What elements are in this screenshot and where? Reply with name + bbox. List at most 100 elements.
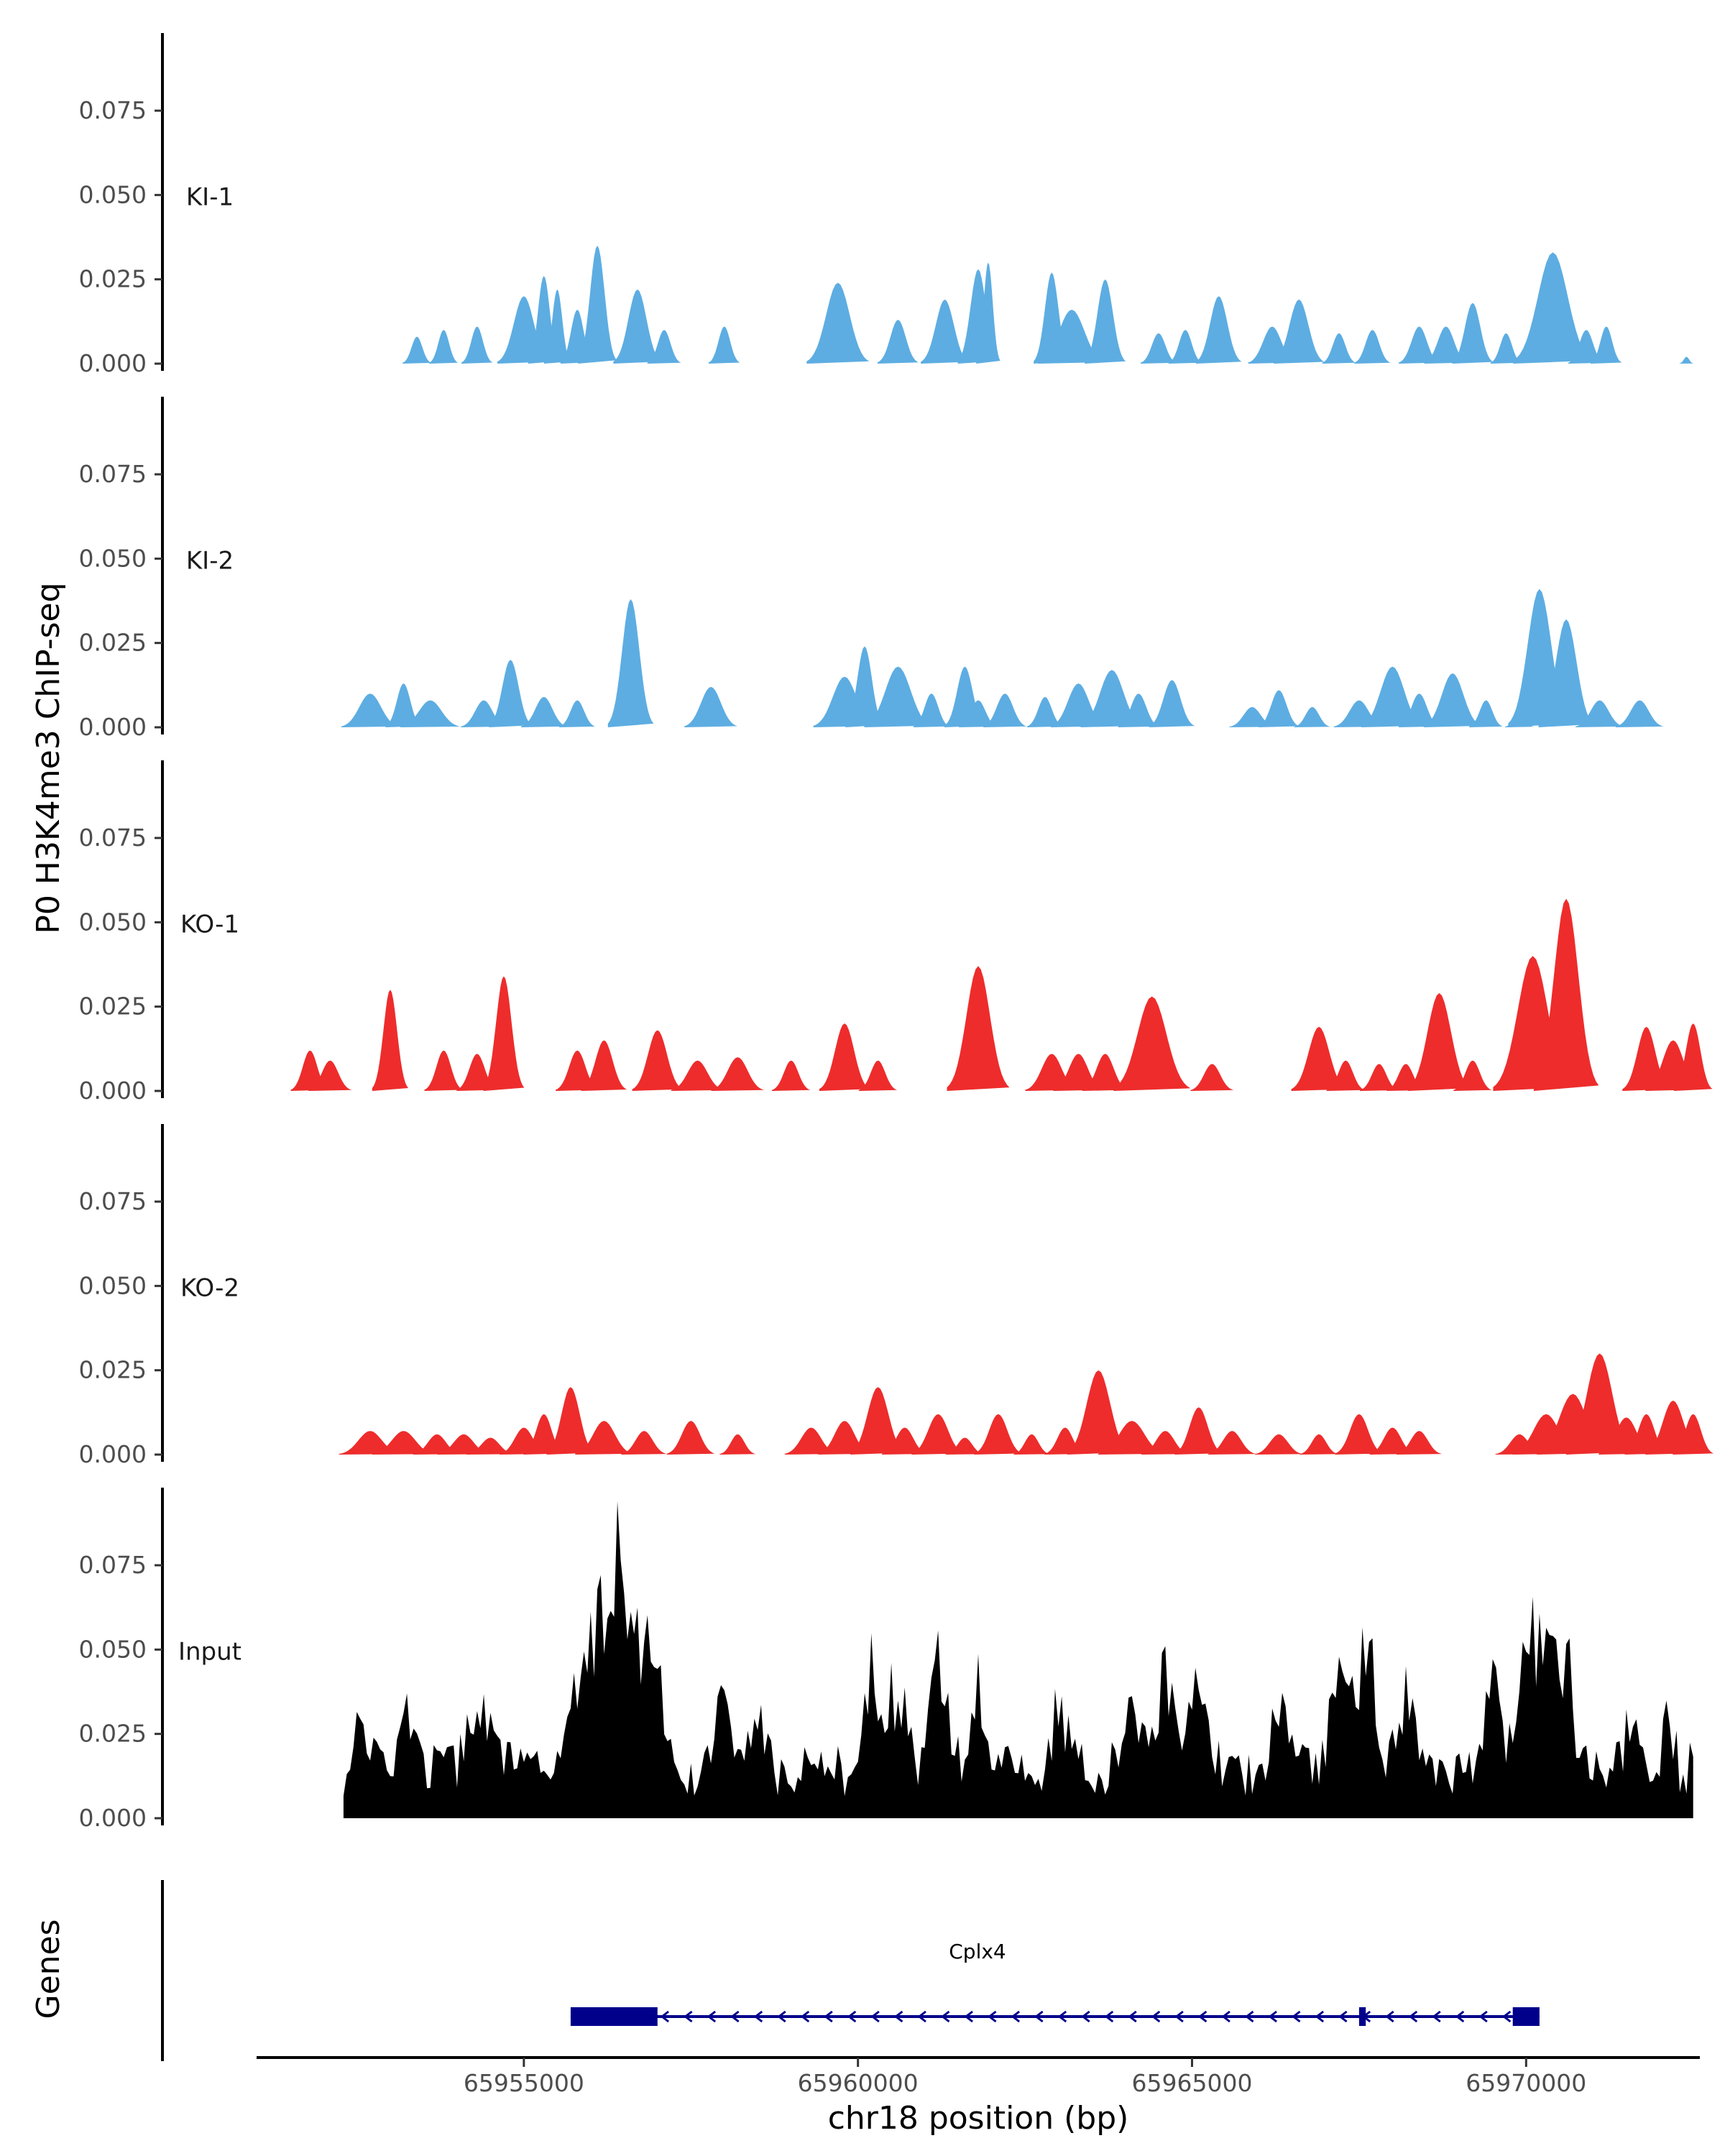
peak-ko-2 bbox=[1098, 1421, 1166, 1455]
peak-ki-1 bbox=[709, 326, 740, 364]
peak-ki-1 bbox=[1490, 333, 1522, 364]
peak-ko-2 bbox=[575, 1421, 633, 1455]
y-tick-label-ko-2: 0.025 bbox=[79, 1356, 147, 1384]
strand-arrow bbox=[964, 2010, 973, 2023]
y-tick-label-ki-1: 0.025 bbox=[79, 265, 147, 293]
x-tick-label: 65955000 bbox=[464, 2069, 584, 2097]
peak-ki-2 bbox=[1258, 690, 1300, 727]
x-tick-label: 65960000 bbox=[798, 2069, 919, 2097]
peak-ki-1 bbox=[1399, 326, 1440, 364]
peak-ki-1 bbox=[1513, 252, 1593, 364]
peak-ki-2 bbox=[1361, 666, 1424, 727]
strand-arrow bbox=[1268, 2010, 1277, 2023]
peak-ko-1 bbox=[1453, 1060, 1492, 1091]
peak-ko-1 bbox=[308, 1060, 352, 1091]
track-label-ki-1: KI-1 bbox=[186, 183, 234, 211]
gene-exon bbox=[570, 2007, 658, 2026]
peak-ki-1 bbox=[1274, 299, 1325, 364]
strand-arrow bbox=[1174, 2010, 1184, 2023]
peak-ki-1 bbox=[461, 326, 493, 364]
track-ko-2: 0.000 0.025 0.050 0.075 KO-2 bbox=[79, 1124, 1714, 1468]
peak-ko-2 bbox=[1208, 1431, 1256, 1455]
track-ko-1: 0.000 0.025 0.050 0.075 KO-1 bbox=[79, 760, 1713, 1105]
peak-ki-2 bbox=[1294, 706, 1330, 727]
peak-ko-1 bbox=[947, 966, 1010, 1091]
peak-ko-1 bbox=[1291, 1026, 1347, 1091]
peak-ki-2 bbox=[913, 694, 949, 727]
y-tick-label-ki-2: 0.075 bbox=[79, 460, 147, 488]
strand-arrow bbox=[1245, 2010, 1254, 2023]
strand-arrow bbox=[1478, 2010, 1488, 2023]
gene-exon bbox=[1358, 2007, 1366, 2026]
peak-ki-2 bbox=[489, 660, 533, 727]
peak-ko-1 bbox=[771, 1060, 811, 1091]
strand-arrow bbox=[1104, 2010, 1114, 2023]
strand-arrow bbox=[800, 2010, 810, 2023]
peak-ko-1 bbox=[819, 1023, 870, 1091]
peak-ki-2 bbox=[1026, 696, 1064, 727]
peak-ki-2 bbox=[559, 700, 596, 727]
strand-arrow bbox=[730, 2010, 740, 2023]
strand-arrow bbox=[1034, 2010, 1044, 2023]
y-tick-label-ko-1: 0.075 bbox=[79, 824, 147, 852]
peak-ko-1 bbox=[1673, 1023, 1713, 1091]
peak-ko-1 bbox=[424, 1050, 464, 1091]
peak-ki-1 bbox=[1354, 330, 1391, 364]
peak-ki-2 bbox=[1423, 673, 1482, 727]
peak-ki-2 bbox=[864, 666, 932, 727]
peak-ki-1 bbox=[878, 320, 919, 364]
y-tick-label-input: 0.050 bbox=[79, 1635, 147, 1663]
peak-ko-1 bbox=[1113, 996, 1191, 1091]
peak-ko-1 bbox=[632, 1030, 683, 1091]
peak-ki-1 bbox=[1568, 330, 1605, 364]
strand-arrow bbox=[753, 2010, 763, 2023]
peak-ko-1 bbox=[1360, 1064, 1399, 1091]
peak-ko-2 bbox=[1673, 1414, 1714, 1455]
strand-arrow bbox=[1128, 2010, 1137, 2023]
x-tick-label: 65970000 bbox=[1466, 2069, 1586, 2097]
peak-ki-1 bbox=[1038, 309, 1105, 364]
gene-exon bbox=[1512, 2007, 1540, 2026]
strand-arrow bbox=[1197, 2010, 1208, 2023]
strand-arrow bbox=[847, 2010, 857, 2023]
y-tick-label-input: 0.000 bbox=[79, 1804, 147, 1832]
peak-ki-1 bbox=[1322, 333, 1356, 364]
peak-ko-2 bbox=[1565, 1353, 1634, 1455]
strand-arrow bbox=[1221, 2010, 1230, 2023]
peak-ko-2 bbox=[1141, 1431, 1190, 1455]
y-tick-label-ki-2: 0.025 bbox=[79, 629, 147, 657]
peak-ko-2 bbox=[974, 1414, 1023, 1455]
track-panels: 0.0000.0250.0500.075KI-10.0000.0250.0500… bbox=[79, 33, 1714, 1832]
y-tick-label-ko-2: 0.075 bbox=[79, 1187, 147, 1215]
gene-panel: Cplx4 bbox=[161, 1880, 1540, 2061]
peak-ko-2 bbox=[1335, 1414, 1384, 1455]
peak-ki-2 bbox=[1229, 706, 1275, 727]
x-axis: 65955000 65960000 65965000 65970000 chr18 p… bbox=[257, 2056, 1700, 2137]
gene-model bbox=[570, 2007, 1540, 2026]
peak-ki-1 bbox=[578, 245, 617, 364]
peak-ko-1 bbox=[483, 976, 525, 1091]
strand-arrow bbox=[1408, 2010, 1418, 2023]
strand-arrow bbox=[1338, 2010, 1348, 2023]
peak-ki-1 bbox=[429, 330, 459, 364]
peak-ki-1 bbox=[543, 289, 571, 364]
peak-ko-1 bbox=[556, 1050, 599, 1091]
track-ki-2: 0.000 0.025 0.050 0.075 KI-2 bbox=[79, 397, 1664, 741]
track-label-ko-2: KO-2 bbox=[180, 1273, 239, 1302]
peak-ki-1 bbox=[976, 262, 1000, 364]
track-label-input: Input bbox=[178, 1637, 242, 1666]
peak-ki-2 bbox=[1469, 700, 1503, 727]
peak-ko-2 bbox=[546, 1387, 595, 1455]
track-ki-1: 0.000 0.025 0.050 0.075 KI-1 bbox=[79, 33, 1694, 377]
peak-ko-2 bbox=[850, 1387, 906, 1455]
peak-ki-1 bbox=[806, 282, 870, 364]
peak-ko-2 bbox=[1067, 1370, 1130, 1455]
y-tick-label-ko-1: 0.000 bbox=[79, 1077, 147, 1105]
strand-arrow bbox=[707, 2010, 717, 2023]
track-input: 0.000 0.025 0.050 0.075 Input bbox=[79, 1488, 1693, 1832]
x-axis-title: chr18 position (bp) bbox=[828, 2100, 1129, 2137]
peak-ko-1 bbox=[858, 1060, 898, 1091]
y-tick-label-ko-1: 0.025 bbox=[79, 992, 147, 1021]
gene-name-label: Cplx4 bbox=[949, 1940, 1006, 1963]
